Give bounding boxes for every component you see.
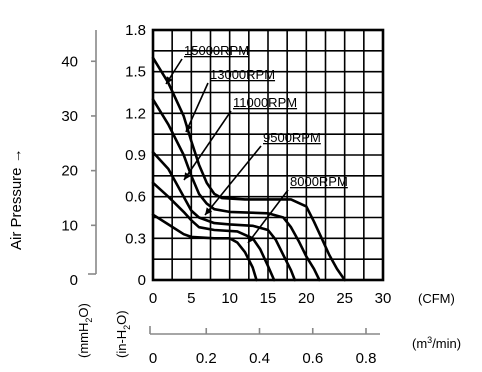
label-leaders <box>165 58 289 244</box>
label-leader-13000rpm <box>185 82 209 133</box>
y-tick-inh2o: 1.8 <box>125 22 146 39</box>
label-arrow-9500rpm <box>205 207 213 215</box>
y-tick-mmh2o: 30 <box>61 108 78 125</box>
y-tick-inh2o: 1.5 <box>125 64 146 81</box>
x-tick-m3: 0.4 <box>249 350 270 367</box>
x-tick-cfm: 0 <box>149 290 157 307</box>
y-tick-inh2o: 0.9 <box>125 147 146 164</box>
y-tick-mmh2o: 40 <box>61 53 78 70</box>
x-tick-cfm: 10 <box>221 290 238 307</box>
labels: 15000RPM13000RPM11000RPM9500RPM8000RPM00… <box>8 22 461 367</box>
x-tick-cfm: 15 <box>260 290 277 307</box>
curve-9500rpm <box>151 181 276 282</box>
curve-13000rpm <box>151 98 321 282</box>
rpm-label-15000rpm: 15000RPM <box>184 43 249 58</box>
x-tick-cfm: 25 <box>336 290 353 307</box>
label-arrow-8000rpm <box>248 235 256 243</box>
label-leader-9500rpm <box>204 145 262 216</box>
y-tick-inh2o: 1.2 <box>125 105 146 122</box>
label-leader-8000rpm <box>247 189 289 244</box>
label-arrow-13000rpm <box>185 124 193 132</box>
x-tick-cfm: 20 <box>298 290 315 307</box>
x-unit-m3: (m3/min) <box>412 335 461 351</box>
label-leader-11000rpm <box>183 110 232 181</box>
x-tick-cfm: 5 <box>187 290 195 307</box>
x-tick-cfm: 30 <box>375 290 392 307</box>
rpm-label-13000rpm: 13000RPM <box>210 67 275 82</box>
y-tick-mmh2o: 0 <box>70 272 78 289</box>
y-axis-title: Air Pressure → <box>8 148 25 250</box>
x-tick-m3: 0.2 <box>196 350 217 367</box>
y-tick-mmh2o: 20 <box>61 163 78 180</box>
curve-8000rpm <box>151 213 258 282</box>
y-tick-inh2o: 0.3 <box>125 230 146 247</box>
x-tick-m3: 0 <box>149 350 157 367</box>
x-unit-cfm: (CFM) <box>418 291 455 306</box>
y-unit-inh2o: (in-H2O) <box>114 310 132 358</box>
axes <box>88 30 380 335</box>
grid <box>151 28 385 282</box>
rpm-label-8000rpm: 8000RPM <box>290 174 348 189</box>
label-arrow-15000rpm <box>166 76 173 84</box>
y-tick-inh2o: 0.6 <box>125 189 146 206</box>
x-tick-m3: 0.6 <box>302 350 323 367</box>
y-unit-mmh2o: (mmH2O) <box>76 303 94 358</box>
rpm-label-11000rpm: 11000RPM <box>233 95 297 110</box>
label-arrow-11000rpm <box>184 172 191 180</box>
rpm-label-9500rpm: 9500RPM <box>263 130 321 145</box>
x-tick-m3: 0.8 <box>356 350 377 367</box>
y-tick-inh2o: 0 <box>138 272 146 289</box>
curve-11000rpm <box>151 150 297 282</box>
plot-frame <box>151 28 385 282</box>
y-tick-mmh2o: 10 <box>61 217 78 234</box>
